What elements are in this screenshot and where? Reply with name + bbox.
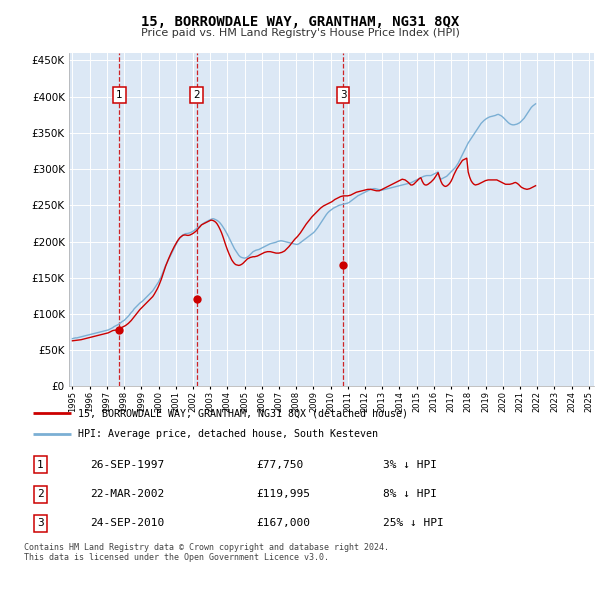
Text: 1: 1	[116, 90, 123, 100]
Text: HPI: Average price, detached house, South Kesteven: HPI: Average price, detached house, Sout…	[78, 428, 378, 438]
Text: 24-SEP-2010: 24-SEP-2010	[90, 519, 164, 529]
Text: Contains HM Land Registry data © Crown copyright and database right 2024.: Contains HM Land Registry data © Crown c…	[24, 543, 389, 552]
Text: 3: 3	[37, 519, 44, 529]
Text: £77,750: £77,750	[256, 460, 303, 470]
Text: £167,000: £167,000	[256, 519, 310, 529]
Text: 26-SEP-1997: 26-SEP-1997	[90, 460, 164, 470]
Text: 25% ↓ HPI: 25% ↓ HPI	[383, 519, 443, 529]
Text: 3: 3	[340, 90, 347, 100]
Text: 1: 1	[37, 460, 44, 470]
Text: 22-MAR-2002: 22-MAR-2002	[90, 489, 164, 499]
Text: 2: 2	[193, 90, 200, 100]
Text: This data is licensed under the Open Government Licence v3.0.: This data is licensed under the Open Gov…	[24, 553, 329, 562]
Text: £119,995: £119,995	[256, 489, 310, 499]
Text: 15, BORROWDALE WAY, GRANTHAM, NG31 8QX (detached house): 15, BORROWDALE WAY, GRANTHAM, NG31 8QX (…	[78, 408, 408, 418]
Text: 3% ↓ HPI: 3% ↓ HPI	[383, 460, 437, 470]
Text: 8% ↓ HPI: 8% ↓ HPI	[383, 489, 437, 499]
Text: Price paid vs. HM Land Registry's House Price Index (HPI): Price paid vs. HM Land Registry's House …	[140, 28, 460, 38]
Text: 15, BORROWDALE WAY, GRANTHAM, NG31 8QX: 15, BORROWDALE WAY, GRANTHAM, NG31 8QX	[141, 15, 459, 29]
Text: 2: 2	[37, 489, 44, 499]
